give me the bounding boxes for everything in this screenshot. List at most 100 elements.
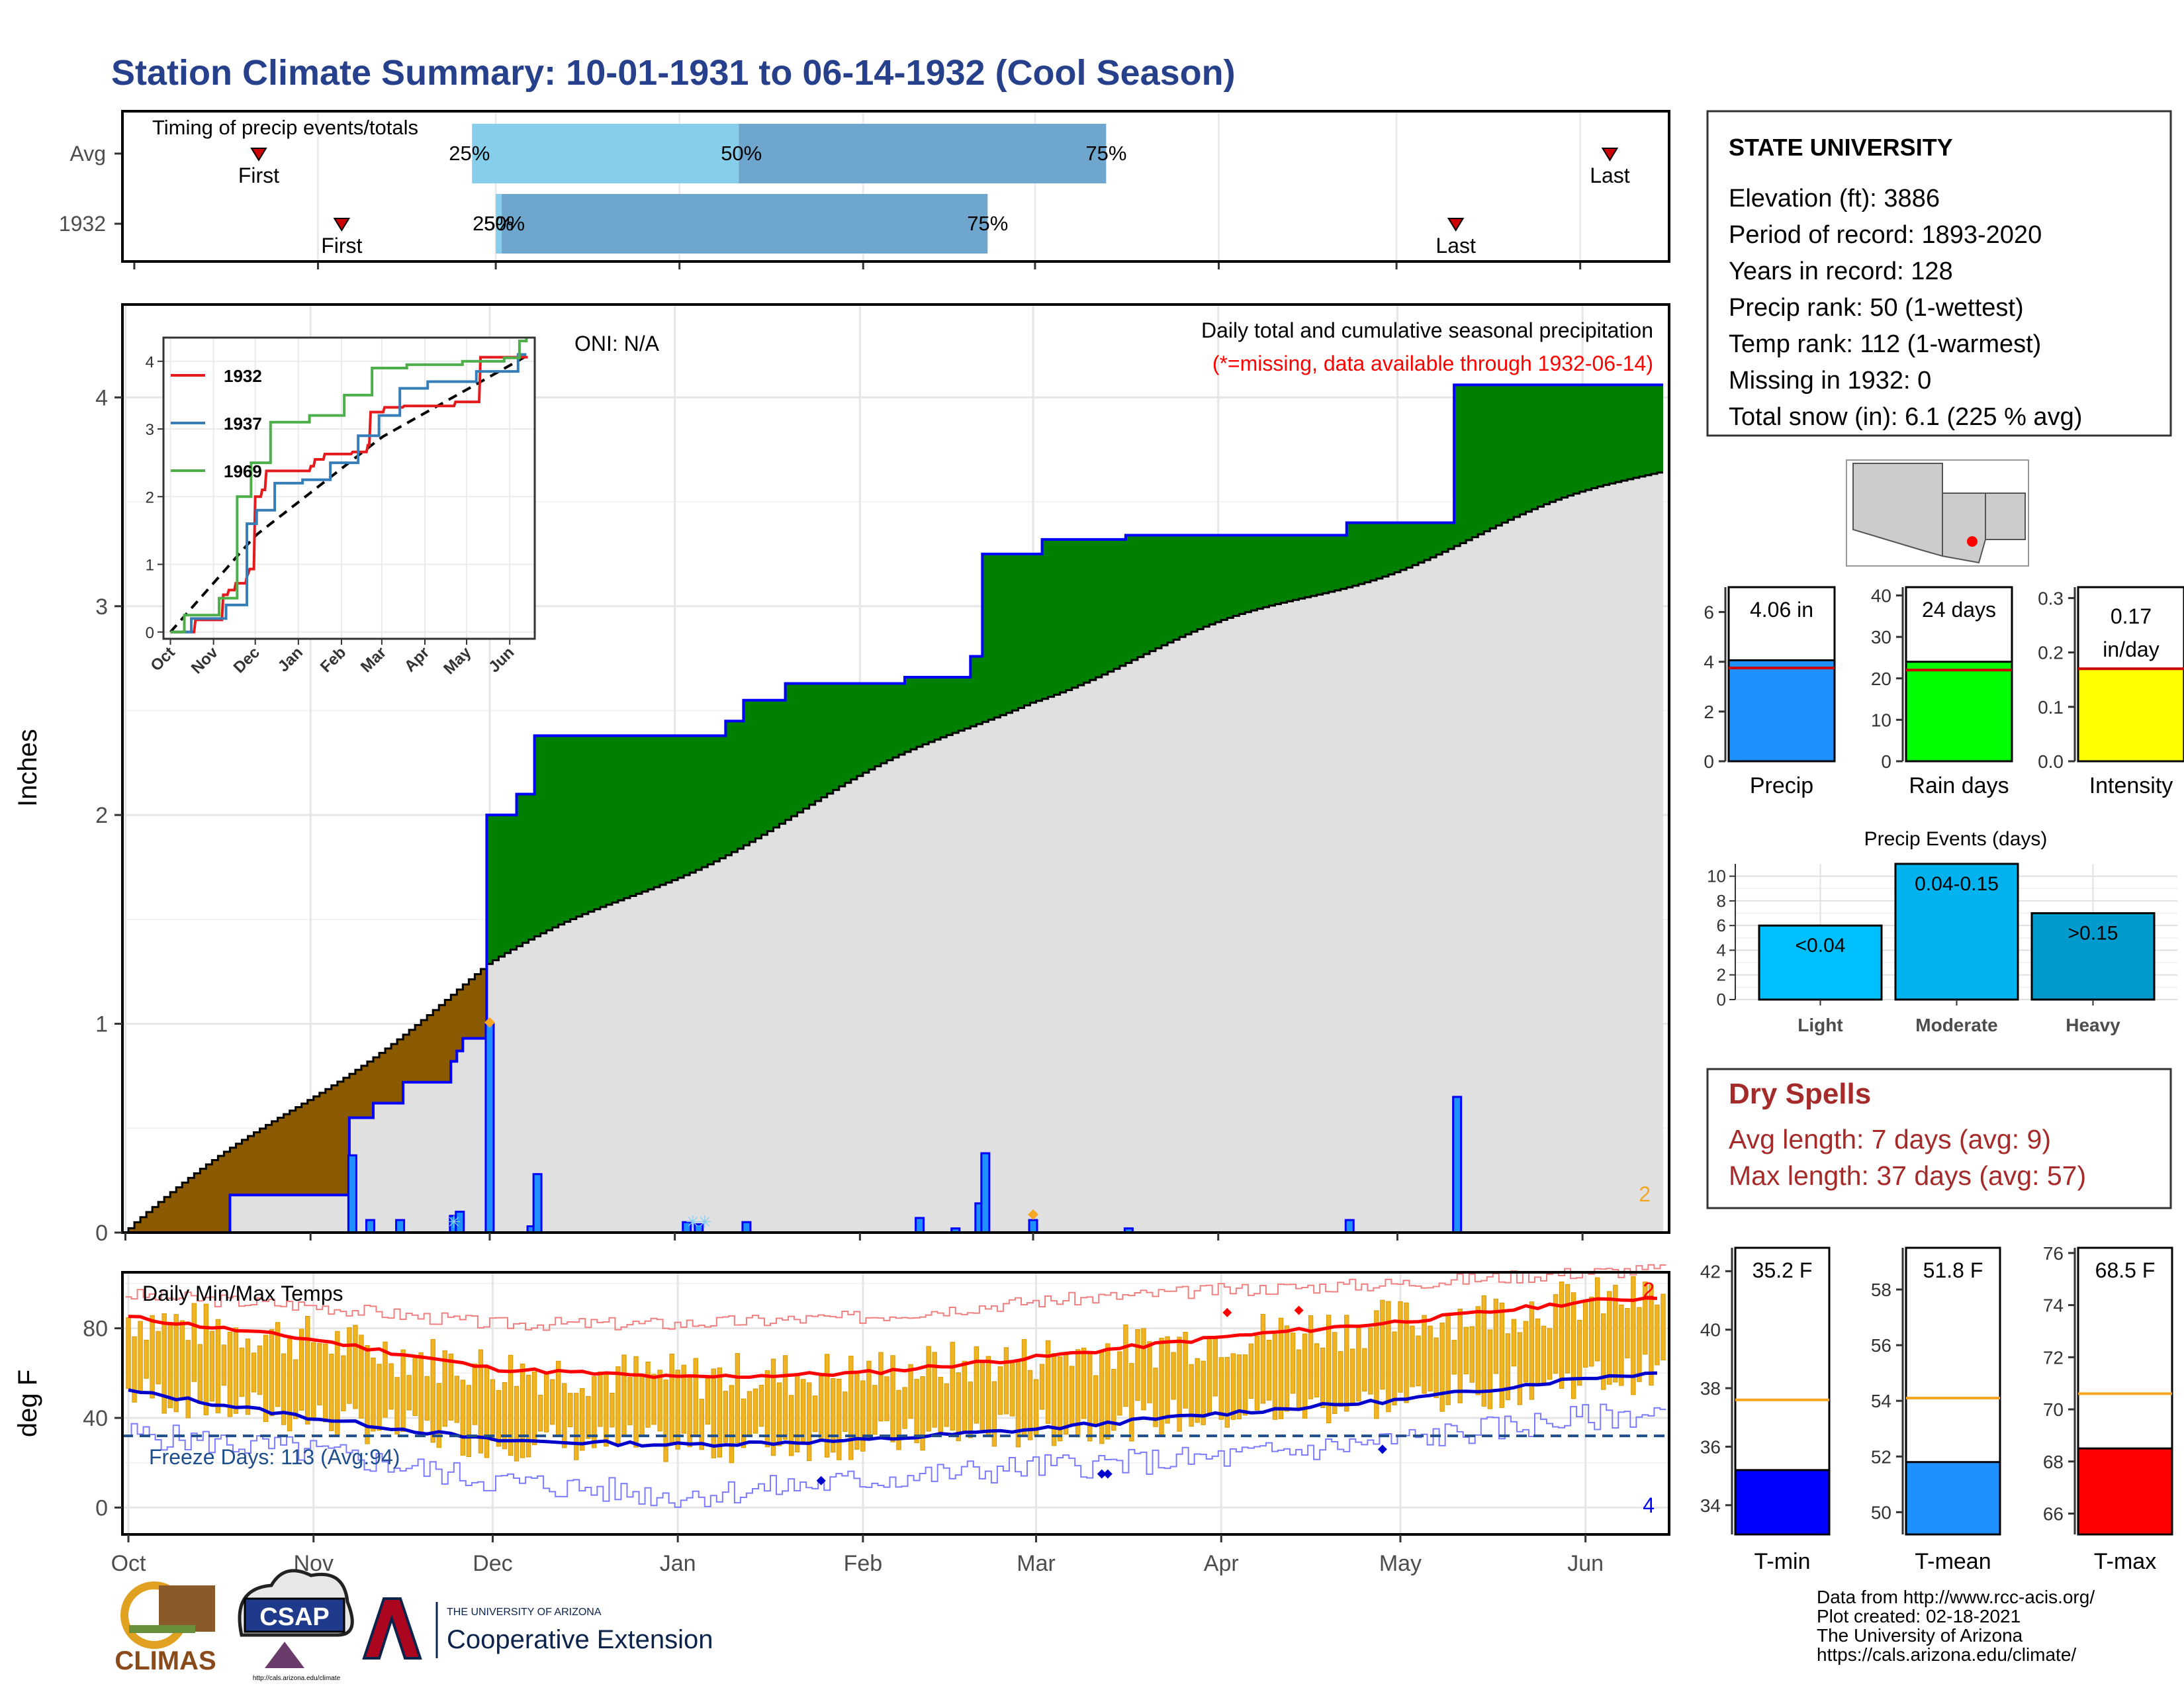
footer-line: Plot created: 02-18-2021 bbox=[1817, 1606, 2021, 1626]
climas-logo: CLIMAS bbox=[114, 1581, 216, 1675]
daily-precip-bar bbox=[741, 1221, 752, 1234]
summary-bar-label: Intensity bbox=[2089, 773, 2173, 798]
precip-event-bin-label: >0.15 bbox=[2068, 923, 2118, 945]
temp-summary-t-max: 66 68 70 72 74 76 68.5 F T-max bbox=[2043, 1243, 2173, 1574]
daily-precip-bar bbox=[1452, 1096, 1463, 1234]
precip-events-ytick-label: 6 bbox=[1717, 915, 1726, 935]
summary-ytick-label: 0.3 bbox=[2038, 588, 2064, 608]
temp-bottom-count: 4 bbox=[1643, 1493, 1655, 1517]
station-info-line: Period of record: 1893-2020 bbox=[1729, 221, 2042, 249]
station-box-border bbox=[1706, 110, 2172, 437]
precip-above-average-area bbox=[486, 385, 1663, 964]
temp-summary-ytick-label: 74 bbox=[2043, 1295, 2064, 1316]
month-axis-label: Jan bbox=[660, 1551, 696, 1576]
snow-marker: ✳ bbox=[686, 1212, 700, 1232]
precip-panel-border bbox=[121, 303, 1670, 1234]
timing-panel-border bbox=[121, 110, 1670, 263]
temp-summary-ytick-label: 42 bbox=[1700, 1261, 1721, 1282]
precip-1932-cumulative-line bbox=[122, 383, 1663, 1234]
inset-1969-line bbox=[170, 338, 528, 633]
temp-summary-fill bbox=[1734, 1469, 1831, 1536]
timing-bar-25-50 bbox=[472, 124, 739, 183]
location-map bbox=[1846, 459, 2029, 567]
inset-border bbox=[162, 336, 536, 640]
temp-summary-value: 51.8 F bbox=[1923, 1258, 1983, 1282]
dry-spells-avg: Avg length: 7 days (avg: 9) bbox=[1729, 1124, 2051, 1154]
timing-row-label: Avg bbox=[69, 142, 106, 165]
summary-ytick-label: 0 bbox=[1881, 751, 1891, 772]
temp-summary-ytick-label: 34 bbox=[1700, 1495, 1721, 1516]
month-axis-label: Mar bbox=[1017, 1551, 1056, 1576]
inset-bg bbox=[163, 338, 535, 639]
csap-banner bbox=[244, 1597, 345, 1633]
timing-label-50: 50% bbox=[721, 142, 762, 165]
ua-name: THE UNIVERSITY OF ARIZONA bbox=[447, 1607, 602, 1618]
station-info-line: Missing in 1932: 0 bbox=[1729, 367, 1931, 395]
temp-summary-label: T-max bbox=[2094, 1549, 2156, 1574]
temp-ytick-label: 80 bbox=[83, 1317, 108, 1342]
summary-ytick-label: 40 bbox=[1871, 586, 1891, 606]
temp-summary-ytick-label: 68 bbox=[2043, 1452, 2064, 1472]
precip-events-ytick-label: 10 bbox=[1707, 867, 1726, 886]
precip-missing-note: (*=missing, data available through 1932-… bbox=[1212, 352, 1653, 375]
precip-events-title: Precip Events (days) bbox=[1864, 828, 2048, 850]
daily-precip-bar bbox=[980, 1152, 991, 1234]
precip-event-category-label: Heavy bbox=[2066, 1015, 2120, 1035]
inset-1937-line bbox=[170, 353, 527, 633]
daily-precip-bar bbox=[365, 1219, 375, 1234]
summary-bar-intensity: 0.0 0.1 0.2 0.3 0.17 in/day Intensity bbox=[2038, 586, 2184, 798]
precip-ytick-label: 4 bbox=[95, 385, 108, 410]
temp-summary-ytick-label: 54 bbox=[1871, 1391, 1891, 1411]
summary-ytick-label: 2 bbox=[1704, 702, 1714, 722]
summary-ytick-label: 30 bbox=[1871, 627, 1891, 647]
summary-bar-rain-days: 0 10 20 30 40 24 days Rain days bbox=[1871, 586, 2013, 798]
temp-summary-ytick-label: 70 bbox=[2043, 1399, 2064, 1420]
precip-events-chart: Precip Events (days) <0.04 Light 0.04-0.15 M… bbox=[1707, 828, 2177, 1035]
ua-cooperative-extension: Cooperative Extension bbox=[447, 1625, 713, 1654]
oni-label: ONI: N/A bbox=[574, 332, 660, 355]
timing-label-25: 25% bbox=[449, 142, 490, 165]
record-min-line bbox=[125, 1403, 1666, 1508]
daily-precip-bar bbox=[395, 1219, 406, 1234]
climas-text: CLIMAS bbox=[114, 1646, 216, 1675]
station-info-line: Years in record: 128 bbox=[1729, 258, 1953, 285]
temp-summary-label: T-min bbox=[1754, 1549, 1811, 1574]
timing-bar-50-75 bbox=[739, 124, 1107, 183]
ua-block-a bbox=[362, 1597, 422, 1660]
precip-event-category-label: Light bbox=[1797, 1015, 1843, 1035]
station-info-line: Precip rank: 50 (1-wettest) bbox=[1729, 294, 2024, 322]
precip-event-category-label: Moderate bbox=[1915, 1015, 1997, 1035]
temp-ytick-label: 0 bbox=[95, 1495, 108, 1521]
month-axis-label: Dec bbox=[473, 1551, 512, 1576]
summary-bar-value: 0.17 bbox=[2111, 604, 2152, 628]
summary-ytick-label: 4 bbox=[1704, 652, 1714, 673]
precip-ytick-label: 3 bbox=[95, 594, 108, 620]
temp-summary-ytick-label: 50 bbox=[1871, 1502, 1891, 1523]
temp-summary-ytick-label: 36 bbox=[1700, 1436, 1721, 1457]
temp-panel: Daily Min/Max Temps Freeze Days: 113 (Avg… bbox=[13, 1264, 1670, 1576]
summary-bar-fill bbox=[2077, 667, 2184, 763]
record-high-marker bbox=[1294, 1305, 1304, 1315]
precip-ytick-label: 2 bbox=[95, 803, 108, 828]
precip-event-bar bbox=[1758, 924, 1883, 1001]
summary-bar-fill bbox=[1905, 661, 2013, 763]
snow-marker: ✳ bbox=[698, 1212, 712, 1232]
temp-summary-ytick-label: 40 bbox=[1700, 1320, 1721, 1340]
month-axis-label: Oct bbox=[111, 1551, 146, 1576]
ua-logo: THE UNIVERSITY OF ARIZONA Cooperative Ext… bbox=[362, 1597, 713, 1660]
summary-bar-unit: in/day bbox=[2103, 637, 2159, 661]
inset-ytick-label: 2 bbox=[146, 489, 154, 506]
precip-ytick-label: 0 bbox=[95, 1221, 108, 1246]
footer: Data from http://www.rcc-acis.org/Plot c… bbox=[114, 1569, 2095, 1682]
dry-spells-border bbox=[1706, 1068, 2172, 1209]
last-event-label: Last bbox=[1590, 164, 1630, 187]
last-event-marker bbox=[1601, 148, 1619, 162]
csap-url: http://cals.arizona.edu/climate bbox=[253, 1675, 341, 1682]
station-location-dot bbox=[1967, 536, 1978, 547]
first-event-label: First bbox=[238, 164, 279, 187]
station-info-line: Elevation (ft): 3886 bbox=[1729, 185, 1940, 212]
record-precip-marker bbox=[484, 1017, 495, 1028]
station-info-box: STATE UNIVERSITY Elevation (ft): 3886 Peri… bbox=[1706, 110, 2172, 437]
temp-top-count: 2 bbox=[1643, 1278, 1655, 1302]
